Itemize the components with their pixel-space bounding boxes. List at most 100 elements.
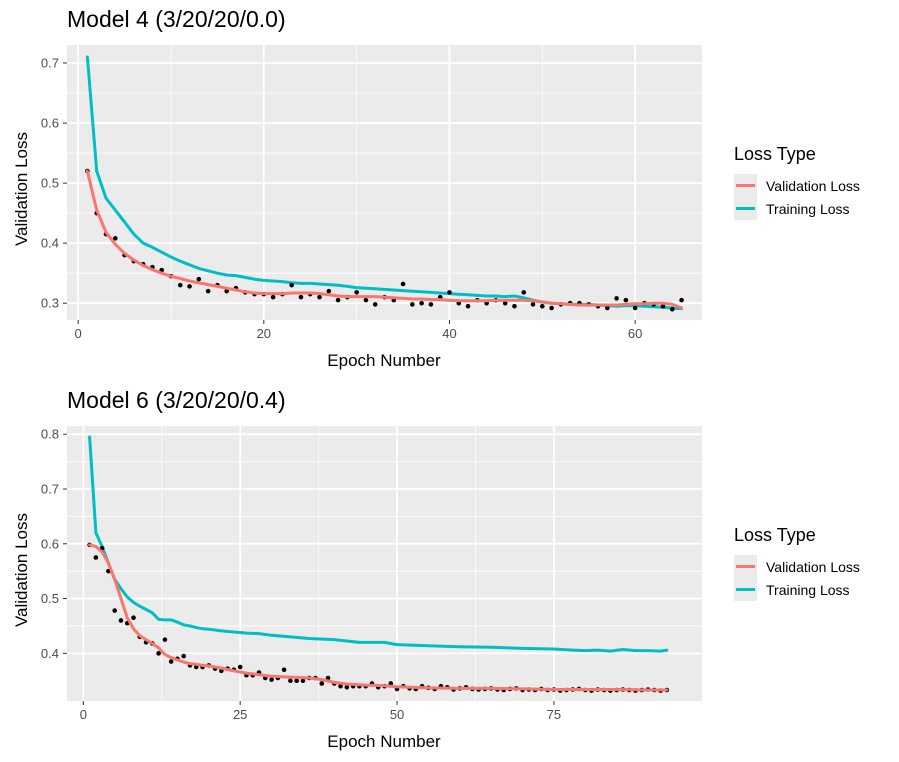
validation-data-point	[325, 675, 331, 681]
validation-data-point	[162, 637, 168, 642]
y-tick-label: 0.7	[41, 56, 59, 71]
validation-data-point	[354, 290, 359, 295]
y-tick-label: 0.5	[41, 176, 59, 191]
y-tick-label: 0.5	[41, 591, 59, 606]
validation-data-point	[512, 303, 517, 309]
legend-item-validation: Validation Loss	[734, 555, 860, 578]
validation-data-point	[632, 305, 638, 311]
validation-data-point	[447, 290, 452, 295]
legend-label-training: Training Loss	[766, 200, 850, 217]
validation-data-point	[502, 300, 508, 306]
validation-data-point	[177, 282, 183, 288]
validation-data-point	[319, 681, 325, 686]
validation-data-point	[660, 303, 666, 309]
legend: Loss Type Validation Loss Training Loss	[734, 144, 860, 220]
y-axis-label: Validation Loss	[12, 512, 31, 628]
x-tick-label: 0	[75, 326, 82, 341]
y-tick-label: 0.3	[41, 296, 59, 311]
validation-data-point	[344, 685, 350, 690]
y-tick-label: 0.4	[41, 646, 59, 661]
legend-item-training: Training Loss	[734, 197, 860, 220]
x-tick-label: 40	[442, 326, 456, 341]
x-tick-label: 0	[80, 707, 87, 722]
legend-key-training	[734, 197, 757, 220]
training-loss-line	[88, 435, 669, 653]
validation-data-point	[428, 302, 434, 307]
validation-data-point	[156, 651, 161, 656]
validation-data-point	[465, 303, 471, 309]
validation-data-point	[300, 678, 306, 684]
chart-title: Model 4 (3/20/20/0.0)	[67, 6, 286, 32]
chart-title: Model 6 (3/20/20/0.4)	[67, 387, 286, 413]
validation-data-point	[372, 302, 378, 307]
validation-data-point	[338, 683, 343, 689]
validation-data-point	[317, 294, 322, 300]
plot-panel	[67, 426, 702, 701]
validation-data-point	[540, 303, 545, 309]
x-tick-label: 50	[390, 707, 404, 722]
validation-data-point	[270, 294, 276, 300]
validation-data-point	[605, 305, 610, 311]
validation-data-point	[93, 555, 99, 560]
x-tick-label: 75	[547, 707, 561, 722]
legend-item-training: Training Loss	[734, 578, 860, 601]
x-axis-label: Epoch Number	[327, 732, 441, 751]
validation-data-point	[168, 659, 174, 664]
validation-data-point	[294, 678, 299, 684]
validation-data-point	[419, 300, 424, 306]
legend-title: Loss Type	[734, 525, 816, 545]
legend-title: Loss Type	[734, 144, 816, 164]
validation-data-point	[205, 288, 211, 294]
legend-item-validation: Validation Loss	[734, 174, 860, 197]
legend-label-validation: Validation Loss	[766, 177, 860, 194]
validation-data-point	[181, 653, 187, 659]
legend-key-validation	[734, 555, 757, 578]
legend-label-training: Training Loss	[766, 581, 850, 598]
model-6-plot: 0 25 50 75 0.4 0.5 0.6 0.7 0.8	[41, 426, 702, 722]
validation-data-point	[549, 305, 554, 311]
model-4-plot: 0 20 40 60 0.3 0.4 0.5 0.6 0.7	[41, 45, 702, 341]
model-6-chart: 0 25 50 75 0.4 0.5 0.6 0.7 0.8 Model 6 (3/20/20/…	[0, 381, 899, 762]
validation-data-point	[298, 294, 304, 300]
legend-key-validation	[734, 174, 757, 197]
validation-data-point	[410, 302, 415, 307]
legend-key-training	[734, 578, 757, 601]
validation-data-point	[288, 678, 293, 684]
validation-data-point	[521, 290, 527, 295]
validation-data-point	[335, 297, 341, 303]
x-tick-label: 20	[257, 326, 271, 341]
validation-data-point	[118, 618, 124, 623]
validation-data-point	[289, 282, 294, 288]
legend: Loss Type Validation Loss Training Loss	[734, 525, 860, 601]
validation-data-point	[281, 667, 287, 673]
validation-data-point	[269, 677, 274, 682]
y-tick-label: 0.4	[41, 236, 59, 251]
validation-data-point	[530, 302, 536, 307]
x-tick-label: 60	[628, 326, 642, 341]
x-tick-label: 25	[233, 707, 247, 722]
validation-data-point	[237, 664, 243, 670]
validation-data-point	[669, 306, 675, 312]
x-axis-label: Epoch Number	[327, 351, 441, 370]
validation-data-point	[112, 236, 118, 241]
validation-loss-smooth-line	[88, 543, 669, 692]
y-tick-label: 0.6	[41, 536, 59, 551]
y-tick-label: 0.7	[41, 481, 59, 496]
validation-data-point	[326, 288, 332, 294]
validation-data-point	[363, 297, 369, 303]
y-tick-label: 0.8	[41, 427, 59, 442]
validation-loss-smooth-line	[85, 169, 684, 310]
model-4-chart: 0 20 40 60 0.3 0.4 0.5 0.6 0.7 Model 4 (3/20/20/…	[12, 6, 860, 370]
validation-data-point	[224, 288, 229, 294]
y-axis-label: Validation Loss	[12, 131, 31, 247]
validation-data-point	[679, 297, 684, 303]
validation-data-point	[388, 681, 394, 686]
y-tick-label: 0.6	[41, 116, 59, 131]
legend-label-validation: Validation Loss	[766, 558, 860, 575]
validation-data-point	[196, 276, 202, 282]
validation-data-point	[112, 608, 117, 613]
validation-data-point	[623, 297, 629, 303]
validation-data-point	[400, 281, 406, 287]
validation-data-point	[131, 615, 136, 621]
validation-data-point	[187, 284, 192, 289]
